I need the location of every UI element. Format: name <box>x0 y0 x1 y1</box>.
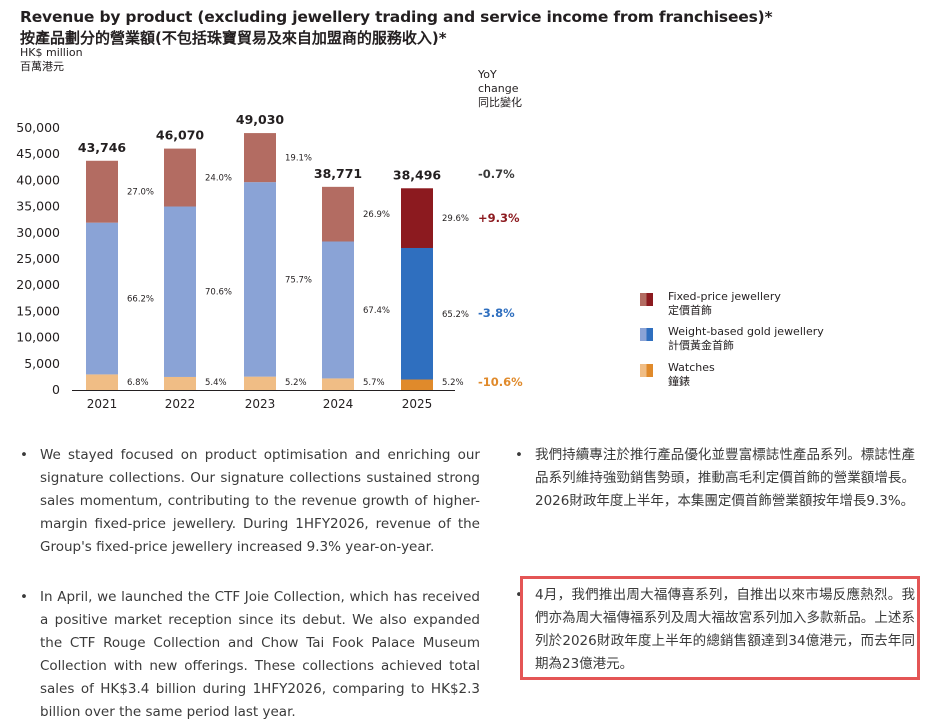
bar-segment-weight-gold <box>401 247 433 380</box>
unit-zh: 百萬港元 <box>20 60 64 73</box>
chart-title-zh: 按產品劃分的營業額(不包括珠寶貿易及來自加盟商的服務收入)* <box>20 29 447 47</box>
y-tick-label: 50,000 <box>16 120 60 135</box>
bar-segment-watches <box>401 379 433 390</box>
share-label: 24.0% <box>205 174 232 184</box>
bar-segment-weight-gold <box>86 222 118 375</box>
share-label: 5.7% <box>363 378 385 388</box>
share-label: 6.8% <box>127 378 149 388</box>
share-label: 75.7% <box>285 275 312 285</box>
yoy-header-line2: change <box>478 82 519 95</box>
paragraph-zh-2: 4月，我們推出周大福傳喜系列，自推出以來市場反應熱烈。我們亦為周大福傳福系列及周… <box>535 587 915 672</box>
y-tick-label: 40,000 <box>16 172 60 187</box>
legend-swatch-fixed-price <box>640 293 653 306</box>
total-label: 43,746 <box>78 140 127 155</box>
chart-title-en: Revenue by product (excluding jewellery … <box>20 8 773 26</box>
legend-label-fixed-price-en: Fixed-price jewellery <box>668 290 781 303</box>
yoy-change-label: -3.8% <box>478 306 515 320</box>
paragraph-zh-1: 我們持續專注於推行產品優化並豐富標誌性產品系列。標誌性產品系列維持強勁銷售勢頭，… <box>535 447 915 509</box>
share-label: 5.4% <box>205 378 227 388</box>
share-label: 19.1% <box>285 154 312 164</box>
y-tick-label: 15,000 <box>16 303 60 318</box>
y-tick-label: 5,000 <box>24 356 60 371</box>
paragraph-en-2: In April, we launched the CTF Joie Colle… <box>40 589 480 720</box>
x-tick-label: 2023 <box>245 397 276 411</box>
revenue-stacked-bar-chart: 50,000 45,000 40,000 35,000 30,000 25,000 20,0… <box>16 112 523 411</box>
y-tick-label: 25,000 <box>16 251 60 266</box>
bullet-mark: • <box>515 587 523 603</box>
bar-segment-weight-gold <box>244 182 276 377</box>
share-label: 26.9% <box>363 210 390 220</box>
bar-segment-fixed-price <box>164 148 196 207</box>
x-tick-label: 2022 <box>165 397 196 411</box>
unit-label: HK$ million 百萬港元 <box>20 46 83 74</box>
bullet-mark: • <box>515 447 523 463</box>
bar-segment-fixed-price <box>401 188 433 248</box>
legend-label-weight-gold-zh: 計價黃金首飾 <box>668 339 734 352</box>
bar-segment-fixed-price <box>86 160 118 223</box>
bullet-mark: • <box>20 589 28 605</box>
share-label: 5.2% <box>442 378 464 388</box>
bar-segment-weight-gold <box>164 206 196 377</box>
x-tick-label: 2021 <box>87 397 118 411</box>
bar-segment-fixed-price <box>244 133 276 183</box>
bar-segment-watches <box>164 376 196 390</box>
legend-label-fixed-price-zh: 定價首飾 <box>668 304 712 317</box>
legend-swatch-watches <box>640 364 653 377</box>
share-label: 70.6% <box>205 288 232 298</box>
highlight-box <box>520 576 920 680</box>
bar-segment-fixed-price <box>322 186 354 242</box>
bar-segment-watches <box>86 374 118 390</box>
y-tick-label: 30,000 <box>16 225 60 240</box>
y-tick-label: 45,000 <box>16 146 60 161</box>
bullet-mark: • <box>20 447 28 463</box>
bar-segment-weight-gold <box>322 241 354 379</box>
legend-swatch-weight-gold <box>640 328 653 341</box>
unit-en: HK$ million <box>20 46 83 59</box>
y-tick-label: 35,000 <box>16 199 60 214</box>
yoy-header-line1: YoY <box>478 68 497 81</box>
paragraph-en-1: We stayed focused on product optimisatio… <box>40 447 480 555</box>
x-tick-label: 2025 <box>402 397 433 411</box>
total-label: 38,496 <box>393 167 442 182</box>
share-label: 66.2% <box>127 295 154 305</box>
total-label: 49,030 <box>236 112 285 127</box>
legend-label-weight-gold-en: Weight-based gold jewellery <box>668 325 824 338</box>
yoy-change-label: +9.3% <box>478 211 520 225</box>
y-tick-label: 20,000 <box>16 277 60 292</box>
legend-label-watches-zh: 鐘錶 <box>668 375 690 388</box>
share-label: 5.2% <box>285 378 307 388</box>
legend-label-watches-en: Watches <box>668 361 715 374</box>
yoy-change-label: -0.7% <box>478 167 515 181</box>
x-tick-label: 2024 <box>323 397 354 411</box>
y-tick-label: 0 <box>52 382 60 397</box>
share-label: 29.6% <box>442 214 469 224</box>
share-label: 67.4% <box>363 306 390 316</box>
share-label: 65.2% <box>442 310 469 320</box>
total-label: 38,771 <box>314 166 362 181</box>
total-label: 46,070 <box>156 128 205 143</box>
bar-segment-watches <box>322 378 354 390</box>
yoy-header-line3: 同比變化 <box>478 96 522 109</box>
yoy-header: YoY change 同比變化 <box>478 68 522 110</box>
y-tick-label: 10,000 <box>16 330 60 345</box>
yoy-change-label: -10.6% <box>478 375 523 389</box>
share-label: 27.0% <box>127 188 154 198</box>
bar-segment-watches <box>244 376 276 390</box>
